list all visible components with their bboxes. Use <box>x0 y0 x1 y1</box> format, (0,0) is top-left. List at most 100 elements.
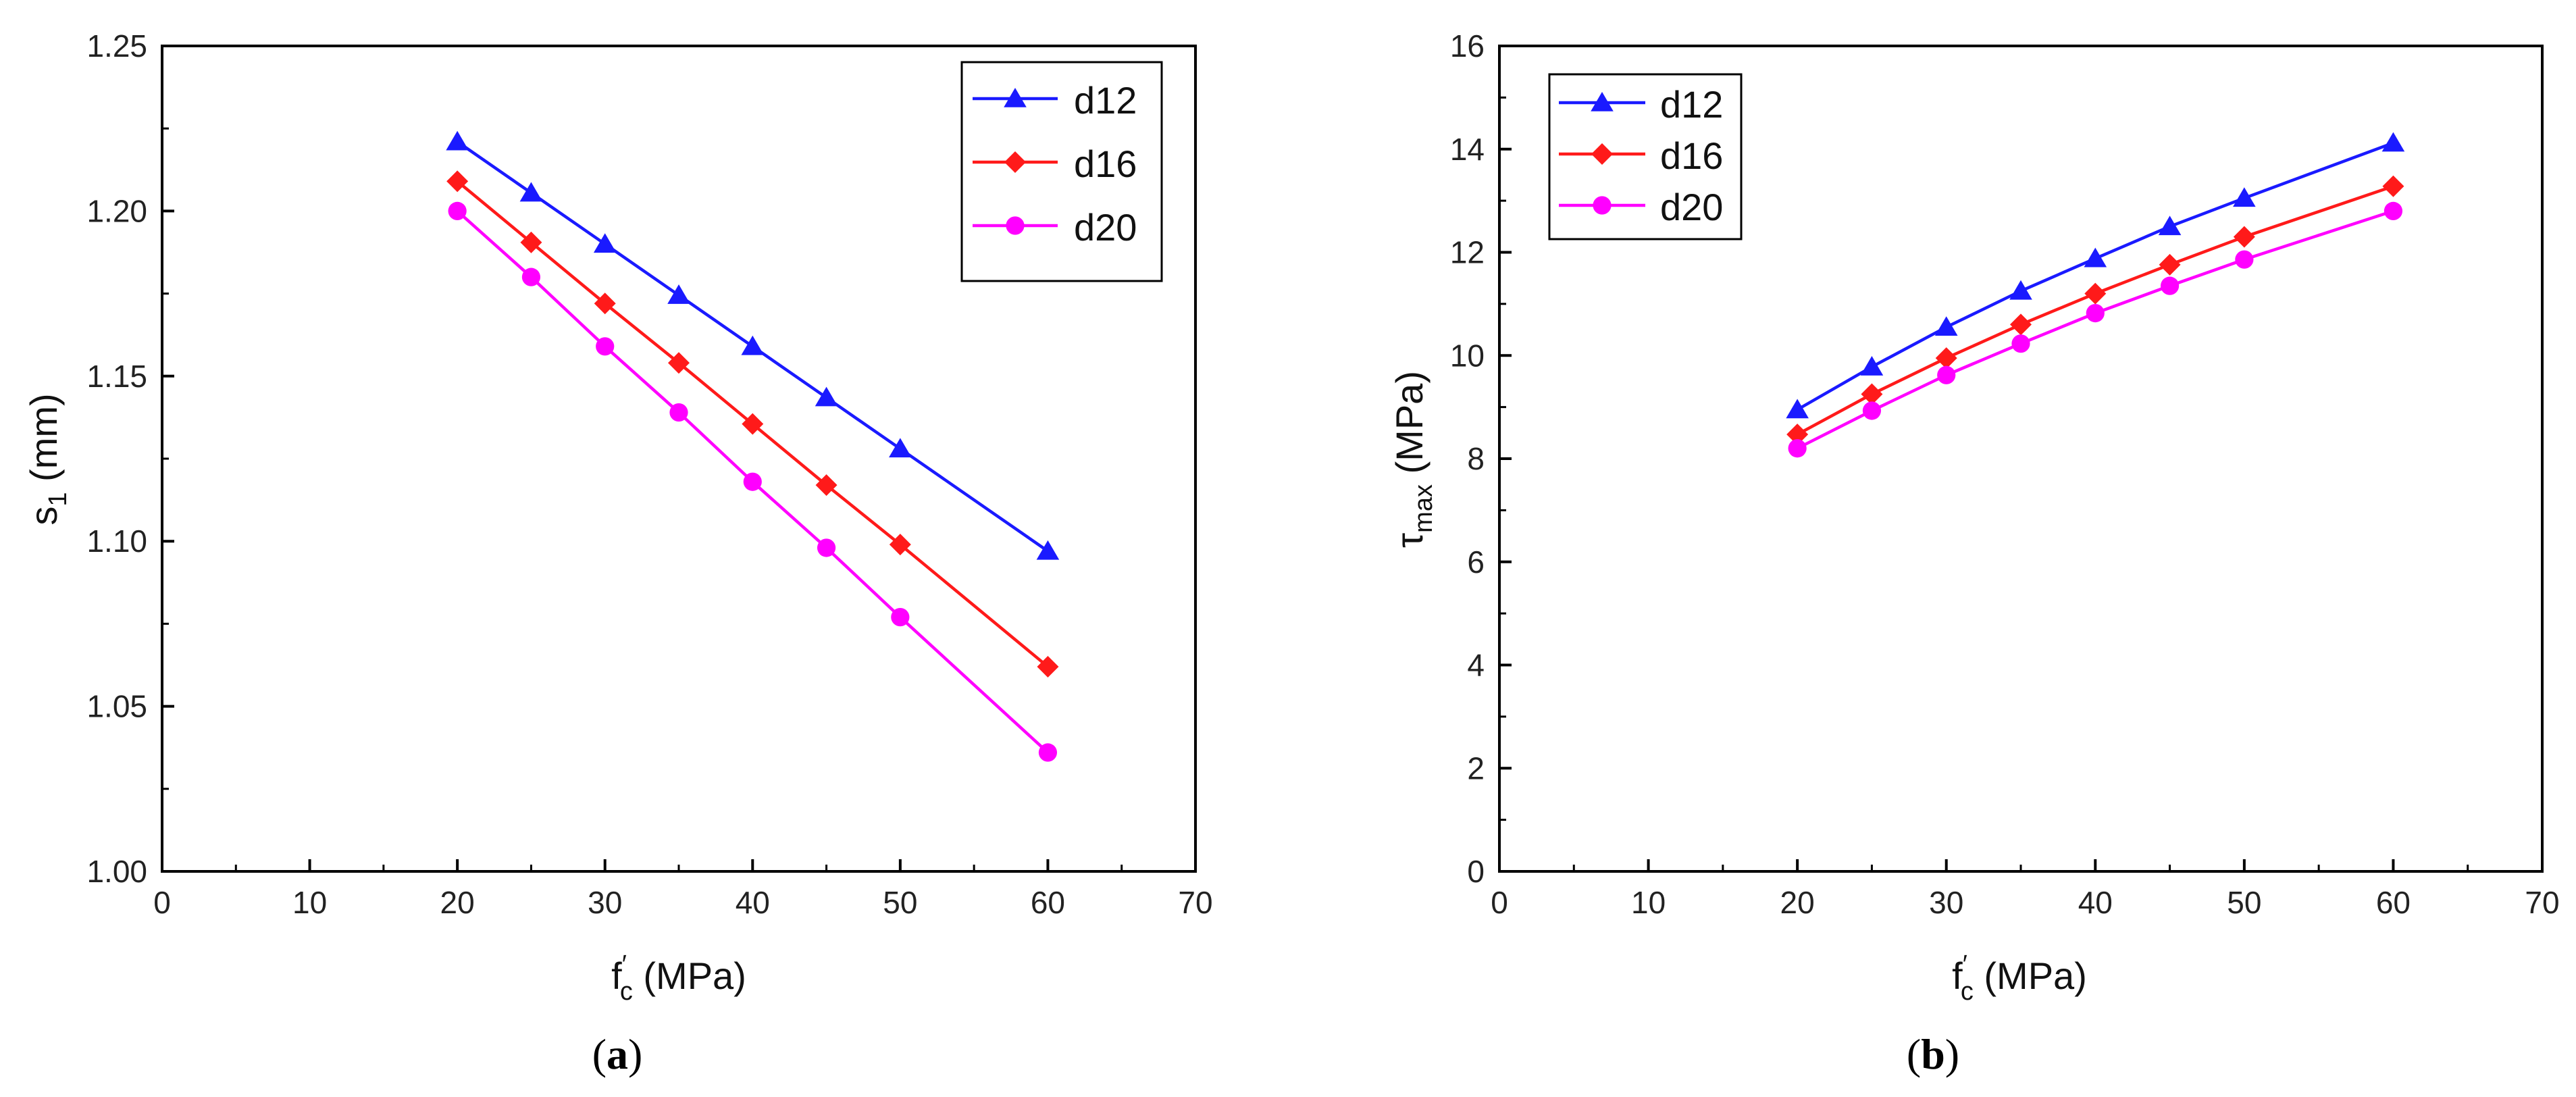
data-point-a-d20-50 <box>891 608 910 627</box>
series-layer-a <box>446 130 1060 762</box>
axis-ticks-b: 0 10 20 30 40 50 60 70 0 2 4 6 8 10 12 14 16 <box>1450 28 2560 920</box>
x-tick-label-a-60: 60 <box>1031 885 1065 920</box>
legend-label-b-d12: d12 <box>1660 83 1723 126</box>
x-axis-title-a-rest: (MPa) <box>633 954 746 997</box>
legend-marker-a-d12 <box>1004 88 1027 107</box>
data-point-a-d16-25 <box>520 231 542 253</box>
data-point-a-d20-45 <box>817 538 836 557</box>
data-point-a-d20-30 <box>596 337 615 356</box>
y-tick-label-b-1: 2 <box>1467 750 1485 786</box>
data-point-a-d20-40 <box>743 472 762 491</box>
y-axis-title-b: τmax (MPa) <box>1388 371 1438 548</box>
data-point-a-d12-30 <box>593 233 617 253</box>
y-tick-label-b-3: 6 <box>1467 544 1485 580</box>
y-axis-title-a-main: s <box>22 507 65 526</box>
data-point-b-d16-60 <box>2382 175 2404 197</box>
data-point-b-d16-30 <box>1935 347 1957 369</box>
x-tick-label-b-50: 50 <box>2227 885 2261 920</box>
series-line-b-d12 <box>1797 141 2394 411</box>
data-point-a-d16-50 <box>889 534 911 556</box>
data-point-b-d20-60 <box>2384 201 2403 220</box>
panel-label-b-open: ( <box>1907 1030 1921 1078</box>
x-tick-label-a-40: 40 <box>736 885 770 920</box>
x-tick-label-b-60: 60 <box>2376 885 2411 920</box>
legend-label-b-d20: d20 <box>1660 186 1723 228</box>
y-axis-title-a-rest: (mm) <box>22 393 65 492</box>
data-point-b-d12-40 <box>2084 247 2107 267</box>
data-point-b-d16-35 <box>2010 313 2032 336</box>
legend-marker-b-d16 <box>1591 143 1613 165</box>
series-line-a-d20 <box>456 209 1049 754</box>
x-axis-title-a-sup: ′ <box>622 950 627 979</box>
y-tick-label-a-5: 1.25 <box>86 28 147 63</box>
x-tick-label-b-20: 20 <box>1780 885 1815 920</box>
data-point-b-d20-35 <box>2011 334 2030 353</box>
legend-label-a-d20: d20 <box>1074 206 1137 249</box>
x-tick-label-a-0: 0 <box>153 885 171 920</box>
data-point-a-d20-60 <box>1038 743 1058 762</box>
legend-items-a <box>973 88 1058 235</box>
x-axis-title-b-main: f <box>1952 954 1963 997</box>
data-point-b-d20-30 <box>1937 365 1956 384</box>
legend-a: d12 d16 d20 <box>960 61 1163 282</box>
x-tick-label-a-20: 20 <box>440 885 475 920</box>
data-point-b-d12-25 <box>1860 356 1884 376</box>
y-tick-label-b-2: 4 <box>1467 648 1485 683</box>
chart-panel-b: 0 10 20 30 40 50 60 70 0 2 4 6 8 10 12 14 16 d12 d16 d20… <box>1388 28 2560 1078</box>
y-tick-label-a-2: 1.10 <box>86 524 147 559</box>
data-point-b-d20-45 <box>2160 276 2180 295</box>
legend-marker-a-d16 <box>1004 151 1026 173</box>
data-point-a-d16-60 <box>1037 655 1059 678</box>
data-point-b-d12-20 <box>1786 399 1809 419</box>
x-axis-title-b-sub: c <box>1961 977 1974 1006</box>
data-point-b-d12-35 <box>2009 280 2032 300</box>
data-point-a-d12-20 <box>446 130 469 151</box>
data-point-b-d16-40 <box>2084 282 2107 305</box>
series-line-b-d20 <box>1797 209 2394 450</box>
y-tick-label-b-4: 8 <box>1467 441 1485 476</box>
x-tick-label-b-30: 30 <box>1929 885 1963 920</box>
panel-label-a: (a) <box>592 1030 643 1078</box>
legend-b: d12 d16 d20 <box>1548 73 1743 240</box>
y-axis-title-b-main: τ <box>1388 533 1431 548</box>
panel-label-b-letter: b <box>1921 1030 1945 1078</box>
series-line-b-d16 <box>1797 184 2394 436</box>
x-axis-title-a-main: f <box>611 954 622 997</box>
y-axis-title-b-sub: max <box>1410 484 1438 533</box>
x-tick-label-a-10: 10 <box>292 885 327 920</box>
data-point-a-d20-35 <box>669 403 688 422</box>
x-tick-label-b-40: 40 <box>2078 885 2113 920</box>
legend-marker-b-d20 <box>1593 196 1612 215</box>
data-point-a-d16-30 <box>594 292 616 315</box>
y-tick-label-a-0: 1.00 <box>86 854 147 889</box>
data-point-b-d12-45 <box>2158 215 2182 236</box>
legend-label-b-d16: d16 <box>1660 134 1723 177</box>
data-point-a-d12-60 <box>1036 540 1060 560</box>
data-point-b-d20-50 <box>2235 250 2254 269</box>
axis-ticks-a: 0 10 20 30 40 50 60 70 1.00 1.05 1.10 1.15 1.20 1.25 <box>86 28 1212 920</box>
data-point-b-d20-40 <box>2086 304 2105 323</box>
data-point-a-d12-45 <box>815 386 838 407</box>
legend-items-b <box>1559 92 1645 215</box>
y-tick-label-a-4: 1.20 <box>86 193 147 228</box>
y-axis-title-b-rest: (MPa) <box>1388 371 1431 484</box>
series-line-a-d16 <box>456 180 1049 668</box>
data-point-b-d16-20 <box>1786 424 1809 446</box>
data-point-a-d12-25 <box>519 182 543 202</box>
chart-panel-a: 0 10 20 30 40 50 60 701.001.051.101.151.201.25 … <box>22 28 1213 1078</box>
panel-label-a-close: ) <box>628 1030 642 1078</box>
panel-label-b-close: ) <box>1945 1030 1959 1078</box>
data-point-a-d20-25 <box>521 267 541 286</box>
data-point-b-d20-20 <box>1788 439 1807 458</box>
legend-marker-a-d20 <box>1006 216 1025 235</box>
panel-label-a-letter: a <box>607 1030 628 1078</box>
y-tick-label-b-5: 10 <box>1450 338 1485 373</box>
y-tick-label-a-1: 1.05 <box>86 689 147 724</box>
y-axis-title-a: s1 (mm) <box>22 393 72 525</box>
y-tick-label-a-3: 1.15 <box>86 359 147 394</box>
series-layer-b <box>1786 132 2405 458</box>
data-point-a-d12-35 <box>667 284 690 304</box>
y-axis-title-a-sub: 1 <box>44 492 72 507</box>
y-tick-label-b-6: 12 <box>1450 235 1485 270</box>
